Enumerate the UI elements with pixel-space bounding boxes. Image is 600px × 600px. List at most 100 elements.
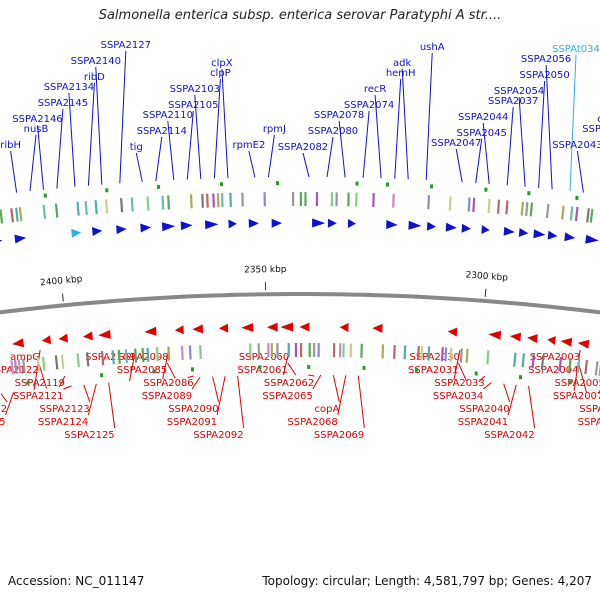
label-leader xyxy=(237,375,245,429)
rna-dot xyxy=(307,365,311,369)
label-leader xyxy=(332,375,340,403)
label-leader xyxy=(482,382,492,390)
rna-dot xyxy=(568,380,572,385)
label-leader xyxy=(362,110,370,178)
gene-label: SSPA2114 xyxy=(137,126,187,137)
gene-arrow xyxy=(426,221,437,231)
gene-arrow xyxy=(228,219,237,229)
gene-arrow xyxy=(488,330,502,340)
gene-label: SSPA2044 xyxy=(458,112,508,123)
gene-arrow xyxy=(327,218,337,228)
gene-arrow xyxy=(518,228,529,237)
gene-label: SSPA2060 xyxy=(239,352,289,363)
rna-dot xyxy=(26,380,30,385)
gene-label: SSPA2025 xyxy=(582,124,600,135)
category-bar xyxy=(104,199,109,214)
category-bar xyxy=(427,346,431,361)
category-bar xyxy=(41,356,46,371)
gene-label: copA xyxy=(314,404,339,415)
category-bar xyxy=(201,193,204,208)
label-leader xyxy=(155,136,163,182)
rna-dot xyxy=(152,369,156,374)
category-bar xyxy=(540,355,545,370)
label-leader xyxy=(374,94,382,179)
gene-arrow xyxy=(271,218,282,228)
gene-label: SSPA2043 xyxy=(552,140,600,151)
tick-mark xyxy=(62,293,64,302)
label-leader xyxy=(129,349,136,382)
category-bar xyxy=(521,353,525,368)
category-bar xyxy=(513,352,517,367)
gene-label: SSPA2034 xyxy=(433,391,483,402)
label-leader xyxy=(248,150,256,178)
category-bar xyxy=(393,344,396,359)
category-bar xyxy=(561,205,565,220)
category-bar xyxy=(100,351,105,366)
category-bar xyxy=(448,196,452,211)
gene-label: clpP xyxy=(210,68,231,79)
gene-label: SSPA2042 xyxy=(484,430,534,441)
gene-label: SSPA2152 xyxy=(0,404,7,415)
category-bar xyxy=(545,203,550,219)
feature-tracks xyxy=(0,181,600,385)
category-bar xyxy=(403,345,407,360)
gene-label: SSPA2041 xyxy=(458,417,508,428)
category-bar xyxy=(586,208,590,223)
forward-gene-labels: SSPAt036SSPA2330SSPA2323SSPA2306SSPA2302… xyxy=(0,40,600,193)
gene-label: SSPA2004 xyxy=(528,365,578,376)
category-bar xyxy=(589,208,594,223)
label-leader xyxy=(95,66,103,185)
category-bar xyxy=(10,360,15,375)
rna-dot xyxy=(519,375,522,380)
map-title: Salmonella enterica subsp. enterica sero… xyxy=(98,8,502,23)
category-bar xyxy=(111,350,115,365)
gene-label: clpX xyxy=(211,58,233,69)
category-bar xyxy=(568,358,572,373)
category-bar xyxy=(584,359,589,375)
gene-arrow xyxy=(205,220,219,230)
gene-label: SSPA2061 xyxy=(237,365,287,376)
label-leader xyxy=(194,94,202,179)
label-leader xyxy=(457,362,467,382)
category-bar xyxy=(569,206,574,221)
category-bar xyxy=(487,198,491,214)
rna-dot xyxy=(191,367,194,372)
gene-arrow xyxy=(140,223,152,233)
gene-label: SSPA2086 xyxy=(143,378,193,389)
label-leader xyxy=(56,108,64,189)
gene-label: SSPA2109 xyxy=(85,352,135,363)
gene-arrow xyxy=(299,322,310,332)
label-leader xyxy=(394,78,402,179)
gene-label: SSPA2045 xyxy=(457,128,507,139)
gene-label: SSPAt034 xyxy=(552,44,600,55)
gene-label: SSPA2065 xyxy=(262,391,312,402)
gene-arrow xyxy=(82,331,93,341)
rna-dot xyxy=(386,182,389,187)
label-leader xyxy=(569,54,577,192)
gene-arrow xyxy=(161,222,176,232)
label-leader xyxy=(482,122,490,184)
gene-arrow xyxy=(564,232,576,242)
category-bar xyxy=(525,202,529,217)
label-leader xyxy=(578,362,587,393)
label-leader xyxy=(135,152,143,182)
label-leader xyxy=(503,383,511,403)
gene-label: SSPA2103 xyxy=(170,84,220,95)
gene-arrow xyxy=(509,332,522,342)
category-bar xyxy=(505,200,509,215)
category-bar xyxy=(146,196,150,211)
label-leader xyxy=(212,376,220,403)
gene-label: hemH xyxy=(386,68,416,79)
gene-arrow xyxy=(447,327,458,337)
category-bar xyxy=(520,201,524,216)
gene-label: SSPA2074 xyxy=(344,100,394,111)
gene-label: SSPA2110 xyxy=(143,110,193,121)
gene-arrow xyxy=(577,339,590,349)
rna-dot xyxy=(362,365,366,370)
label-leader xyxy=(87,82,95,186)
category-bar xyxy=(17,359,22,374)
gene-label: SSPA2047 xyxy=(431,138,481,149)
gene-label: SSPA2135 xyxy=(0,417,6,428)
